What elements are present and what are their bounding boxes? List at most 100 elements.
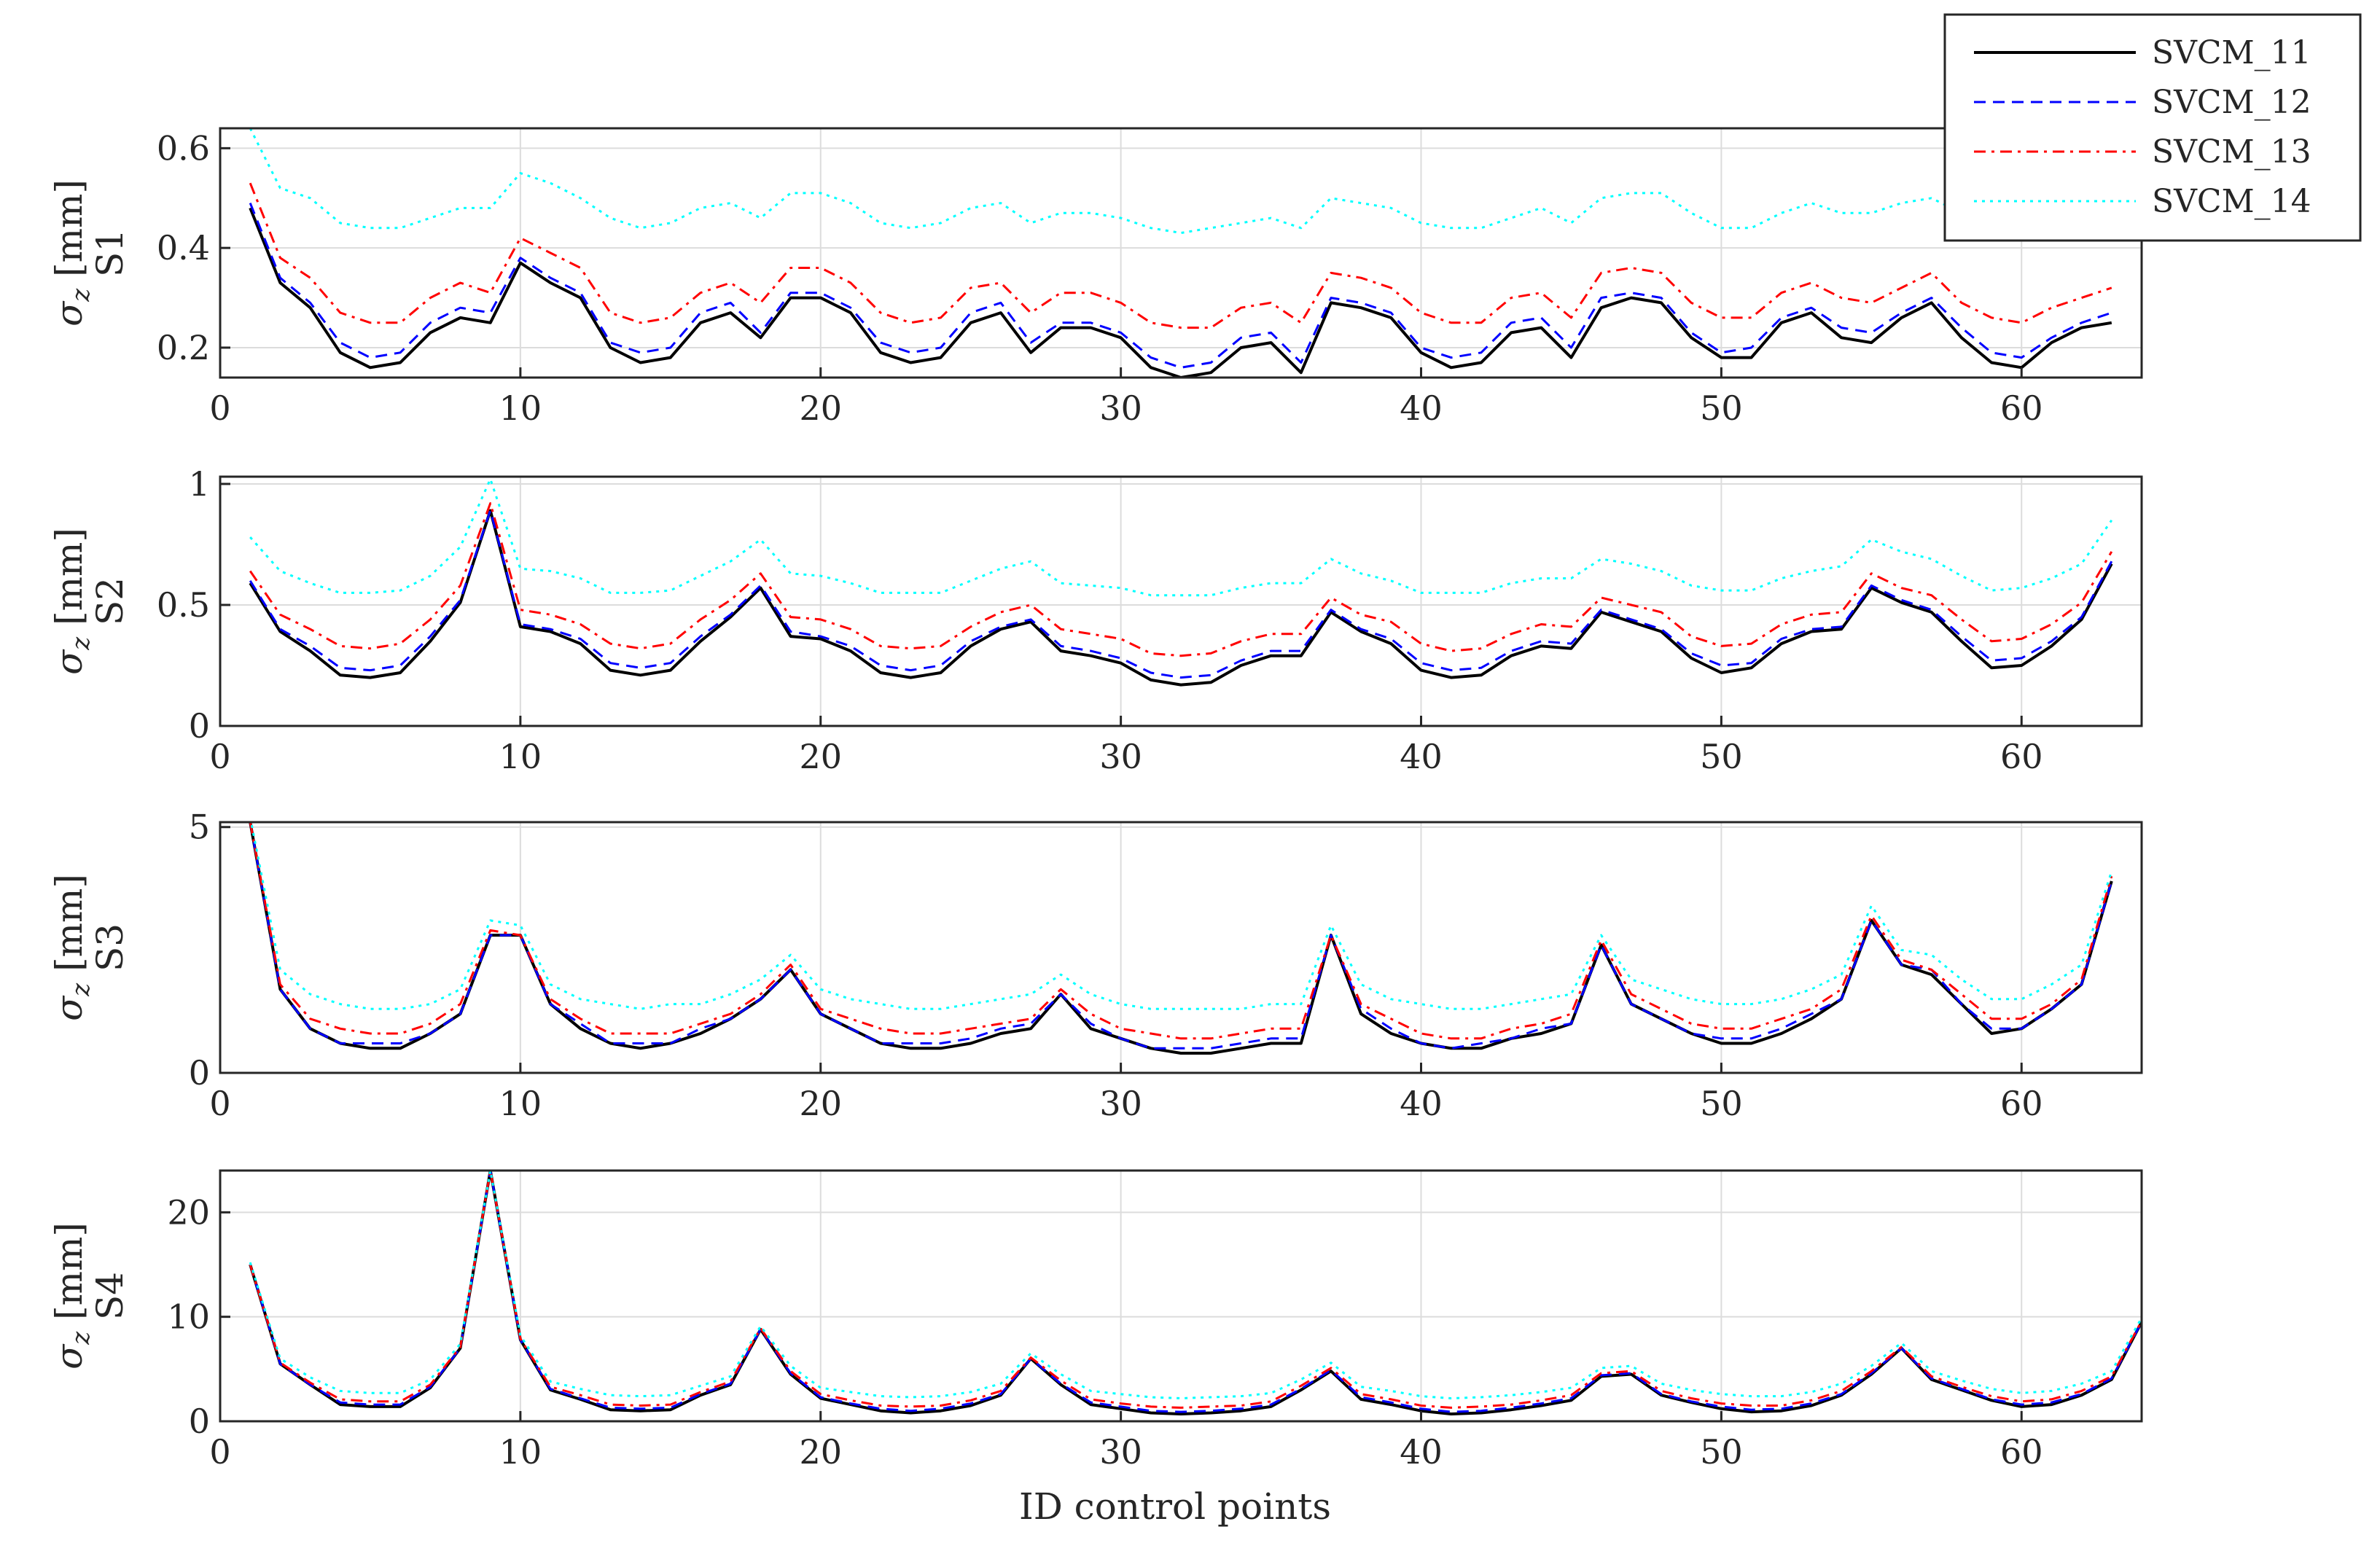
x-tick-label: 60 (2000, 737, 2043, 776)
x-tick-label: 20 (799, 737, 842, 776)
series-group (249, 822, 2113, 1055)
series-line-svcm-14 (249, 477, 2113, 597)
series-line-svcm-13 (249, 822, 2113, 1040)
series-group (249, 128, 2112, 378)
x-tick-label: 40 (1400, 737, 1443, 776)
y-tick-label: 0 (189, 1402, 210, 1441)
x-tick-label: 50 (1700, 1432, 1743, 1472)
y-axis-label: σz [mm] (48, 1222, 95, 1370)
y-label-symbol: σ (48, 300, 90, 327)
panel-s1: 0 10 20 30 40 50 60 0.2 0.4 0.6 σz [mm]S1 (48, 127, 2143, 428)
y-tick-label: 0 (189, 706, 210, 746)
series-line-svcm-11 (249, 207, 2112, 378)
legend-entry-svcm-11: SVCM_11 (1974, 34, 2311, 71)
series-line-svcm-13 (249, 1171, 2142, 1409)
x-tick-label: 0 (209, 737, 230, 776)
y-label-subscript: z (66, 982, 95, 997)
series-line-svcm-14 (249, 1171, 2142, 1399)
series-group (249, 477, 2113, 687)
series-line-svcm-12 (249, 1171, 2142, 1413)
y-axis-label: σz [mm] (48, 179, 95, 327)
x-tick-label: 50 (1700, 1084, 1743, 1123)
y-label-unit: [mm] (48, 874, 90, 983)
x-tick-label: 40 (1400, 1084, 1443, 1123)
legend-label: SVCM_12 (2152, 84, 2311, 121)
panel-s2: 0 10 20 30 40 50 60 0 0.5 1 σz [mm]S2 (48, 464, 2143, 776)
series-line-svcm-12 (249, 203, 2112, 369)
legend-entry-svcm-14: SVCM_14 (1974, 183, 2311, 220)
y-label-subscript: z (66, 1331, 95, 1345)
axes-frame (219, 475, 2143, 727)
y-tick-label: 0.2 (157, 328, 210, 367)
y-tick-label: 0.4 (157, 228, 210, 267)
y-label-subscript: z (66, 288, 95, 302)
y-label-subscript: z (66, 636, 95, 651)
legend-label: SVCM_11 (2152, 34, 2311, 71)
axes-frame (219, 1169, 2143, 1423)
y-axis-label: σz [mm] (48, 874, 95, 1021)
x-tick-label: 0 (209, 1432, 230, 1472)
y-axis-panel-name: S3 (89, 923, 131, 972)
series-line-svcm-13 (249, 182, 2112, 329)
y-label-symbol: σ (48, 649, 90, 675)
legend-label: SVCM_13 (2152, 133, 2311, 171)
y-tick-label: 0.6 (157, 128, 210, 168)
series-line-svcm-11 (249, 509, 2113, 687)
series-line-svcm-14 (249, 128, 2112, 235)
series-line-svcm-11 (249, 822, 2113, 1055)
legend-entry-svcm-13: SVCM_13 (1974, 133, 2311, 171)
y-tick-label: 0 (189, 1053, 210, 1093)
y-label-symbol: σ (48, 995, 90, 1021)
y-axis-panel-name: S4 (89, 1272, 131, 1320)
x-tick-label: 60 (2000, 388, 2043, 428)
x-axis-label: ID control points (1019, 1485, 1331, 1528)
x-tick-label: 10 (499, 1084, 542, 1123)
series-group (249, 1171, 2142, 1415)
legend: SVCM_11 SVCM_12 SVCM_13 SVCM_14 (1943, 13, 2362, 242)
panel-s4: 0 10 20 30 40 50 60 0 10 20 σz [mm]S4 (48, 1169, 2143, 1472)
y-axis-panel-name: S1 (89, 229, 131, 277)
x-tick-label: 10 (499, 1432, 542, 1472)
y-tick-label: 0.5 (157, 585, 210, 625)
series-line-svcm-13 (249, 502, 2113, 657)
x-tick-label: 20 (799, 1084, 842, 1123)
y-label-unit: [mm] (48, 1222, 90, 1332)
x-tick-label: 30 (1099, 388, 1142, 428)
series-line-svcm-11 (249, 1171, 2142, 1415)
x-tick-label: 20 (799, 388, 842, 428)
y-label-unit: [mm] (48, 528, 90, 637)
x-tick-label: 20 (799, 1432, 842, 1472)
x-tick-label: 60 (2000, 1432, 2043, 1472)
axes-frame (219, 127, 2143, 379)
x-tick-label: 30 (1099, 737, 1142, 776)
axes-frame (219, 821, 2143, 1074)
series-line-svcm-12 (249, 822, 2113, 1050)
panel-s3: 0 10 20 30 40 50 60 0 5 σz [mm]S3 (48, 808, 2143, 1123)
x-tick-label: 0 (209, 388, 230, 428)
y-tick-label: 5 (189, 808, 210, 847)
y-tick-label: 1 (189, 464, 210, 504)
series-line-svcm-14 (249, 822, 2113, 1010)
legend-label: SVCM_14 (2152, 183, 2311, 220)
x-tick-label: 40 (1400, 388, 1443, 428)
y-tick-label: 10 (167, 1297, 210, 1337)
y-tick-label: 20 (167, 1192, 210, 1232)
x-tick-label: 50 (1700, 388, 1743, 428)
panels-layer: 0 10 20 30 40 50 600.20.40.6σz [mm]S10 10 20 30 40… (48, 127, 2143, 1472)
legend-entries: SVCM_11 SVCM_12 SVCM_13 SVCM_14 (1974, 34, 2311, 220)
x-tick-label: 50 (1700, 737, 1743, 776)
legend-entry-svcm-12: SVCM_12 (1974, 84, 2311, 121)
y-label-unit: [mm] (48, 179, 90, 289)
series-line-svcm-12 (249, 509, 2113, 679)
x-tick-label: 0 (209, 1084, 230, 1123)
y-axis-label: σz [mm] (48, 528, 95, 675)
x-tick-label: 60 (2000, 1084, 2043, 1123)
x-tick-label: 10 (499, 388, 542, 428)
x-tick-label: 30 (1099, 1432, 1142, 1472)
x-tick-label: 10 (499, 737, 542, 776)
x-tick-label: 40 (1400, 1432, 1443, 1472)
y-axis-panel-name: S2 (89, 577, 131, 625)
x-tick-label: 30 (1099, 1084, 1142, 1123)
y-label-symbol: σ (48, 1343, 90, 1370)
